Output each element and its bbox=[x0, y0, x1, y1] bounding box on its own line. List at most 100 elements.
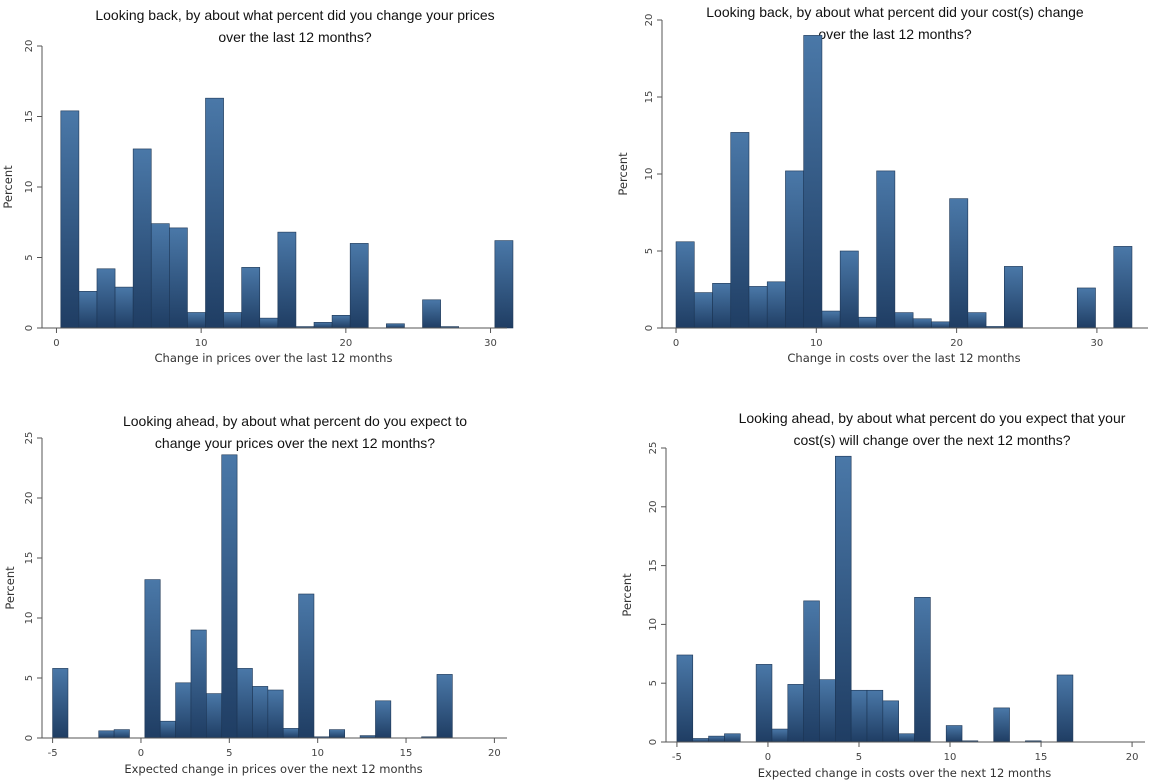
histogram-bar bbox=[298, 593, 315, 739]
histogram-bar bbox=[819, 679, 836, 743]
y-tick-label: 5 bbox=[24, 254, 35, 260]
histogram-bar bbox=[223, 312, 242, 329]
histogram-panel-4: Looking ahead, by about what percent do … bbox=[620, 410, 1145, 780]
x-tick-label: 0 bbox=[765, 752, 771, 763]
x-tick-label: 5 bbox=[856, 752, 862, 763]
histogram-bar bbox=[190, 629, 207, 739]
histogram-bar bbox=[331, 315, 351, 329]
histogram-bar bbox=[912, 318, 932, 329]
histogram-bar bbox=[78, 291, 98, 329]
histogram-bar bbox=[169, 227, 188, 329]
histogram-panel-1: Looking back, by about what percent did … bbox=[1, 7, 514, 365]
histogram-bar bbox=[967, 312, 987, 329]
histogram-bar bbox=[1076, 287, 1096, 329]
histogram-bar bbox=[241, 267, 261, 329]
histogram-bar bbox=[114, 286, 134, 329]
chart-title-line: Looking ahead, by about what percent do … bbox=[739, 410, 1126, 426]
chart-title-line: Looking back, by about what percent did … bbox=[706, 4, 1084, 20]
chart-title-line: Looking back, by about what percent did … bbox=[95, 7, 494, 23]
histogram-bar bbox=[724, 733, 741, 743]
histogram-bar bbox=[187, 312, 206, 329]
x-tick-label: 20 bbox=[488, 748, 501, 759]
histogram-bar bbox=[1056, 674, 1074, 743]
histogram-bar bbox=[1113, 246, 1133, 329]
x-tick-label: 30 bbox=[484, 338, 497, 349]
chart-title-line: over the last 12 months? bbox=[218, 29, 372, 45]
y-tick-label: 0 bbox=[24, 325, 35, 331]
histogram-bar bbox=[282, 728, 299, 739]
y-axis-label: Percent bbox=[1, 165, 15, 209]
histogram-bar bbox=[949, 198, 969, 329]
histogram-bar bbox=[876, 170, 896, 329]
histogram-bar bbox=[755, 664, 773, 743]
histogram-bar bbox=[329, 729, 346, 739]
histogram-bar bbox=[494, 240, 514, 329]
histogram-bar bbox=[221, 454, 238, 739]
histogram-bar bbox=[858, 316, 877, 329]
histogram-bar bbox=[748, 286, 768, 329]
y-tick-label: 0 bbox=[648, 739, 659, 745]
histogram-bar bbox=[422, 299, 441, 329]
histogram-bar bbox=[882, 700, 899, 743]
y-tick-label: 20 bbox=[648, 500, 659, 513]
histogram-bar bbox=[692, 738, 709, 743]
histogram-bar bbox=[349, 243, 369, 329]
histogram-bar bbox=[52, 668, 69, 739]
y-tick-label: 25 bbox=[648, 442, 659, 455]
x-tick-label: 15 bbox=[400, 748, 413, 759]
histogram-bar bbox=[839, 250, 859, 329]
y-tick-label: 5 bbox=[644, 248, 655, 254]
y-tick-label: 10 bbox=[24, 612, 35, 625]
histogram-panel-3: Looking ahead, by about what percent do … bbox=[3, 413, 507, 776]
y-tick-label: 20 bbox=[644, 14, 655, 27]
y-tick-label: 25 bbox=[24, 432, 35, 445]
histogram-bar bbox=[931, 321, 950, 329]
x-tick-label: 10 bbox=[810, 338, 823, 349]
y-tick-label: 15 bbox=[24, 110, 35, 123]
histogram-bar bbox=[132, 148, 152, 329]
histogram-bar bbox=[206, 693, 223, 739]
histogram-bar bbox=[386, 323, 405, 329]
histogram-bar bbox=[60, 110, 80, 329]
chart-title-line: Looking ahead, by about what percent do … bbox=[123, 413, 467, 429]
y-tick-label: 5 bbox=[648, 680, 659, 686]
histogram-bar bbox=[113, 729, 130, 739]
histogram-bar bbox=[766, 281, 786, 329]
histogram-bar bbox=[1004, 266, 1023, 329]
chart-title-line: cost(s) will change over the next 12 mon… bbox=[793, 432, 1070, 448]
histogram-bar bbox=[785, 170, 805, 329]
y-tick-label: 15 bbox=[24, 552, 35, 565]
histogram-bar bbox=[771, 728, 789, 743]
x-tick-label: -5 bbox=[48, 748, 58, 759]
histogram-bar bbox=[252, 686, 269, 739]
y-axis-label: Percent bbox=[616, 152, 630, 196]
x-tick-label: 0 bbox=[53, 338, 59, 349]
histogram-bar bbox=[675, 241, 695, 329]
x-tick-label: 10 bbox=[944, 752, 957, 763]
histogram-bar bbox=[914, 597, 931, 743]
histogram-bar bbox=[98, 730, 115, 739]
y-tick-label: 20 bbox=[24, 492, 35, 505]
histogram-bar bbox=[803, 35, 823, 329]
histogram-bar bbox=[676, 654, 694, 743]
histogram-bar bbox=[894, 312, 914, 329]
chart-title-line: over the last 12 months? bbox=[818, 26, 972, 42]
histogram-bar bbox=[259, 317, 279, 329]
y-axis-label: Percent bbox=[3, 566, 17, 610]
y-tick-label: 0 bbox=[24, 735, 35, 741]
x-tick-label: 0 bbox=[138, 748, 144, 759]
histogram-bar bbox=[313, 322, 333, 329]
x-tick-label: 20 bbox=[1126, 752, 1139, 763]
histogram-bar bbox=[803, 600, 820, 743]
histogram-bar bbox=[96, 268, 116, 329]
histogram-bar bbox=[787, 684, 804, 743]
histogram-bar bbox=[175, 682, 192, 739]
histogram-bar bbox=[993, 707, 1010, 743]
x-tick-label: 10 bbox=[195, 338, 208, 349]
x-tick-label: 5 bbox=[226, 748, 232, 759]
histogram-bar bbox=[159, 720, 176, 739]
histogram-bar bbox=[945, 725, 963, 743]
x-tick-label: 10 bbox=[311, 748, 324, 759]
y-tick-label: 15 bbox=[648, 559, 659, 572]
